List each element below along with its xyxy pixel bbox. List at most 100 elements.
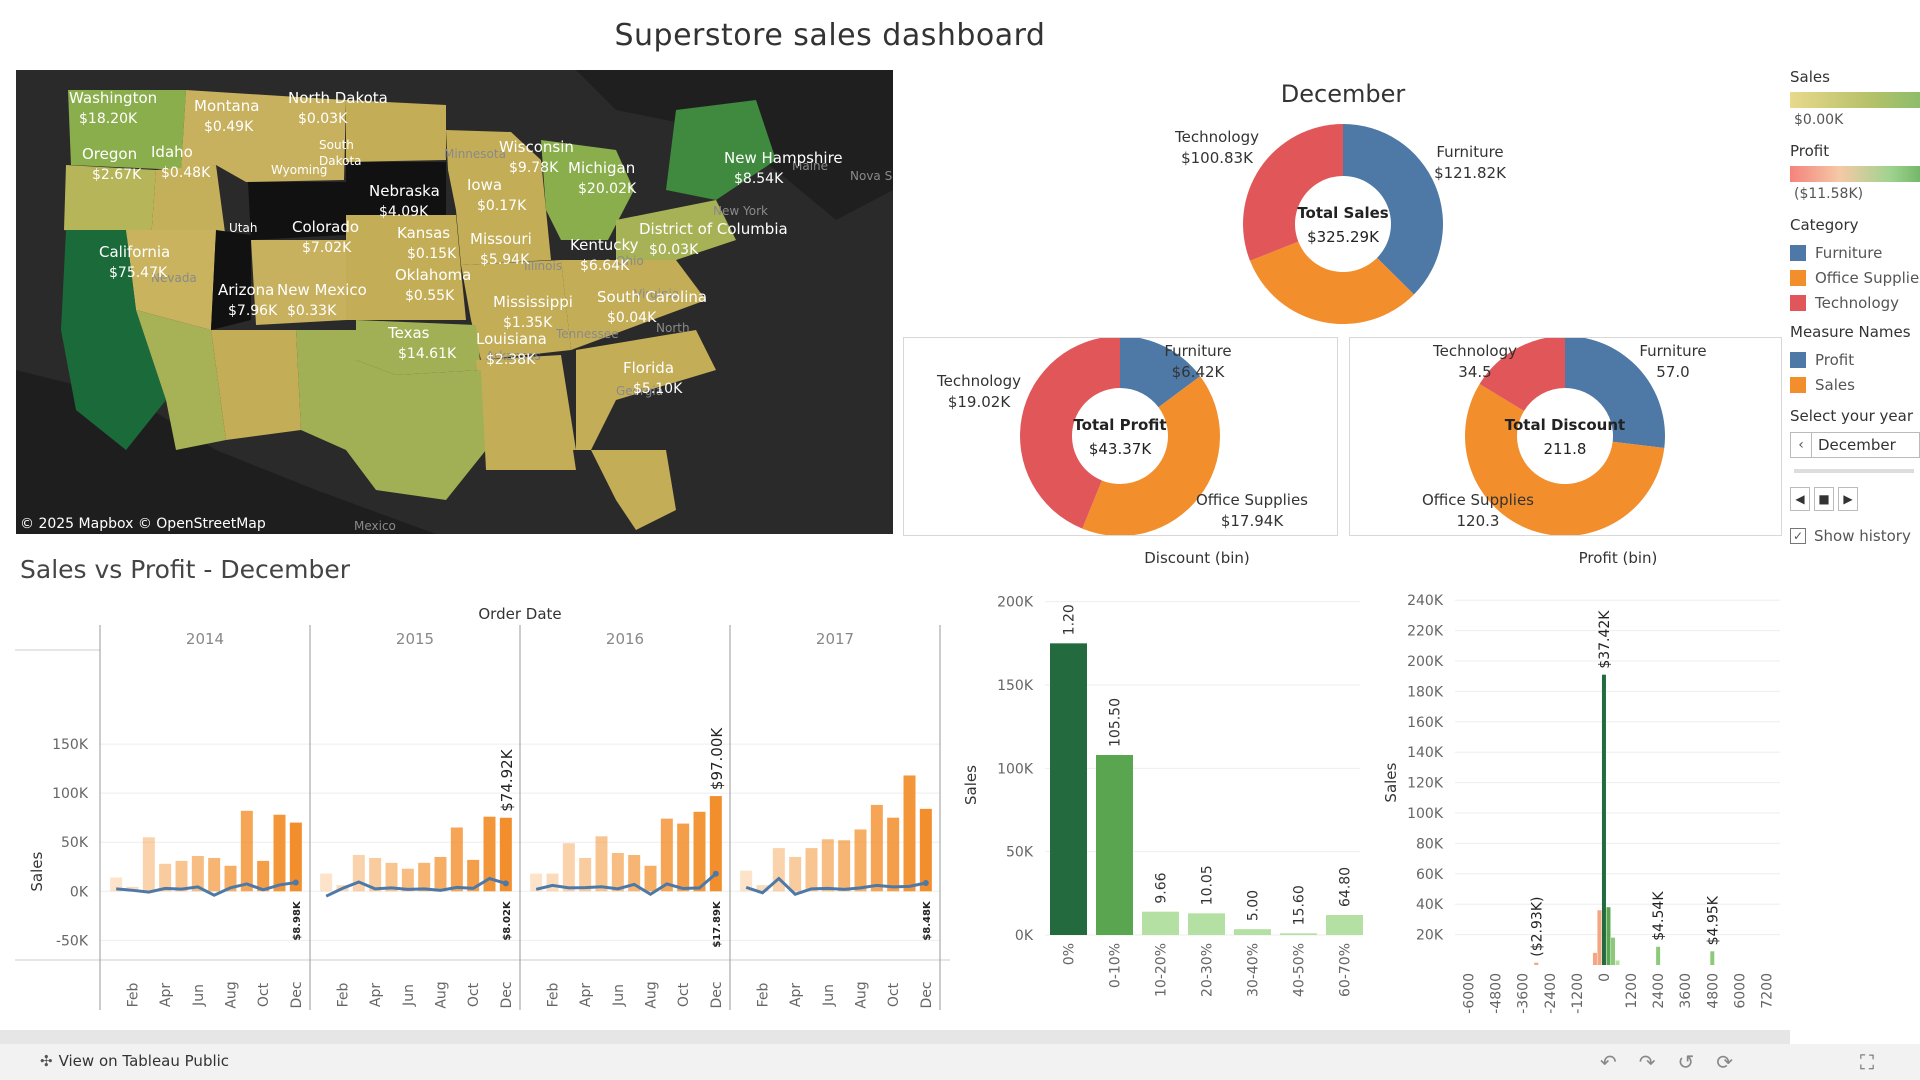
profit-dec-label: $8.98K <box>292 900 303 941</box>
revert-icon[interactable]: ↺ <box>1677 1050 1717 1074</box>
step-back-icon[interactable]: ◀ <box>1790 487 1810 511</box>
map-state-value: $20.02K <box>578 181 637 197</box>
redo-icon[interactable]: ↷ <box>1638 1050 1678 1074</box>
month-tick-label: Aug <box>224 981 240 1008</box>
donut-slice-name: Furniture <box>1164 342 1231 360</box>
donut-slice-value: $100.83K <box>1181 149 1254 167</box>
donut-slice-name: Office Supplies <box>1196 491 1308 509</box>
sales-donut[interactable]: Furniture$121.82KOffice Supplies$102.64K… <box>905 70 1785 396</box>
month-tick-label: Dec <box>709 981 725 1008</box>
profit-point <box>502 880 509 887</box>
map-state-value: $5.10K <box>633 381 683 397</box>
sales-bar <box>385 862 398 892</box>
category-legend-item-office-supplies[interactable]: Office Supplies <box>1790 265 1920 290</box>
show-history-checkbox[interactable]: ✓ <box>1790 527 1806 544</box>
discount-bin-chart[interactable]: Discount (bin) Sales 0K 50K 100K 150K 200K 1.20… <box>960 545 1370 1020</box>
chart-title: Discount (bin) <box>1144 549 1250 567</box>
sales-bar <box>919 808 932 892</box>
y-axis-title: Sales <box>28 852 46 892</box>
x-tick-label: -6000 <box>1462 973 1478 1014</box>
measure-legend-item-sales[interactable]: Sales <box>1790 372 1920 397</box>
x-tick-label: 30-40% <box>1246 943 1262 997</box>
y-tick-label: 100K <box>1407 806 1444 822</box>
footer-bar <box>0 1030 1920 1080</box>
map-place-label: New York <box>713 204 768 218</box>
donut-slice-name: Furniture <box>1436 143 1503 161</box>
chart-title: Profit (bin) <box>1579 549 1658 567</box>
map-state-name: North Dakota <box>288 89 388 107</box>
donut-hole <box>1073 389 1167 483</box>
sales-bar <box>611 853 624 892</box>
category-legend-item-technology[interactable]: Technology <box>1790 290 1920 315</box>
sales-bar <box>595 836 608 892</box>
measure-legend-item-profit[interactable]: Profit <box>1790 347 1920 372</box>
profit-donut[interactable]: Furniture $6.42K Office Supplies $17.94K Tec… <box>904 336 1337 536</box>
profit-line <box>745 876 927 896</box>
sales-bar <box>273 814 286 892</box>
map-state-name: Arizona <box>218 281 274 299</box>
sales-map[interactable]: Nevada Minnesota Maine Nova S New York Illino… <box>16 70 893 534</box>
month-tick-label: Dec <box>289 981 305 1008</box>
donut-center-label: Total Profit <box>1073 416 1166 434</box>
donut-slice-name: Technology <box>936 372 1021 390</box>
sales-bar <box>434 856 447 892</box>
profit-line <box>535 872 717 897</box>
donut-slice-value: $121.82K <box>1434 164 1507 182</box>
profit-dec-label: $8.48K <box>922 900 933 941</box>
map-state-value: $8.54K <box>734 171 784 187</box>
map-state-value: $14.61K <box>398 346 457 362</box>
profit-legend-min: ($11.58K) <box>1794 186 1864 202</box>
tableau-public-label: View on Tableau Public <box>58 1052 230 1070</box>
map-canvas: Nevada Minnesota Maine Nova S New York Illino… <box>16 70 893 534</box>
fullscreen-icon[interactable]: ⛶ <box>1860 1050 1874 1074</box>
y-tick-label: 100K <box>997 761 1034 777</box>
x-tick-label: -3600 <box>1516 973 1532 1014</box>
discount-bin-panel: Discount (bin) Sales 0K 50K 100K 150K 200K 1.20… <box>960 545 1370 1020</box>
undo-icon[interactable]: ↶ <box>1600 1050 1639 1074</box>
map-place-label: Minnesota <box>444 147 506 161</box>
profit-donut-panel: Furniture $6.42K Office Supplies $17.94K Tec… <box>903 336 1338 536</box>
profit-bin-bar <box>1534 962 1539 965</box>
month-tick-label: Jun <box>191 984 207 1007</box>
month-tick-label: Dec <box>499 981 515 1008</box>
stop-icon[interactable]: ■ <box>1814 487 1834 511</box>
footer-gap <box>1790 1030 1920 1044</box>
sales-bar <box>677 823 690 892</box>
sales-vs-profit-chart[interactable]: Order Date Sales -50K 0K 50K 100K 150K 2014 Feb A… <box>10 600 950 1020</box>
map-state-name: Oklahoma <box>395 266 471 284</box>
year-slider[interactable] <box>1794 469 1914 473</box>
step-forward-icon[interactable]: ▶ <box>1838 487 1858 511</box>
sales-bar <box>562 843 575 892</box>
year-dropdown[interactable]: December <box>1812 432 1920 458</box>
state-labels: Nevada Minnesota Maine Nova S New York Illino… <box>69 89 892 533</box>
year-header: 2017 <box>816 630 854 648</box>
chevron-left-icon[interactable]: ‹ <box>1790 432 1812 458</box>
map-state-name: Texas <box>387 324 430 342</box>
discount-bar-label: 10.05 <box>1200 865 1216 905</box>
tableau-public-link[interactable]: ✣ View on Tableau Public <box>40 1052 229 1070</box>
month-tick-label: Feb <box>756 982 772 1007</box>
profit-bin-bar <box>1615 960 1620 965</box>
sales-dec-label: $97.00K <box>708 727 726 790</box>
donut-slice-technology <box>1020 336 1120 529</box>
refresh-icon[interactable]: ⟳ <box>1716 1050 1756 1074</box>
sales-bar <box>450 827 463 892</box>
map-attribution[interactable]: © 2025 Mapbox © OpenStreetMap <box>20 516 266 532</box>
donut-slice-name: Furniture <box>1639 342 1706 360</box>
donut-slice-value: $17.94K <box>1221 512 1284 530</box>
profit-legend-title: Profit <box>1790 142 1830 160</box>
profit-bin-chart[interactable]: Profit (bin) Sales 20K 40K 60K 80K 100K 120K 140… <box>1375 545 1790 1020</box>
profit-bin-label: $4.95K <box>1705 895 1721 945</box>
sales-bar <box>352 854 365 892</box>
year-selector-title: Select your year <box>1790 407 1914 425</box>
sales-dec-label: $74.92K <box>498 748 516 811</box>
map-place-label: Ohio <box>616 254 644 268</box>
donut-slice-value: 57.0 <box>1656 363 1689 381</box>
donut-slice-office-supplies <box>1465 383 1665 537</box>
month-tick-label: Dec <box>919 981 935 1008</box>
month-tick-label: Aug <box>644 981 660 1008</box>
category-legend-item-furniture[interactable]: Furniture <box>1790 240 1920 265</box>
legend-label: Furniture <box>1815 243 1883 262</box>
sales-bar <box>887 817 900 892</box>
discount-donut[interactable]: Furniture 57.0 Office Supplies 120.3 Technol… <box>1350 336 1781 537</box>
